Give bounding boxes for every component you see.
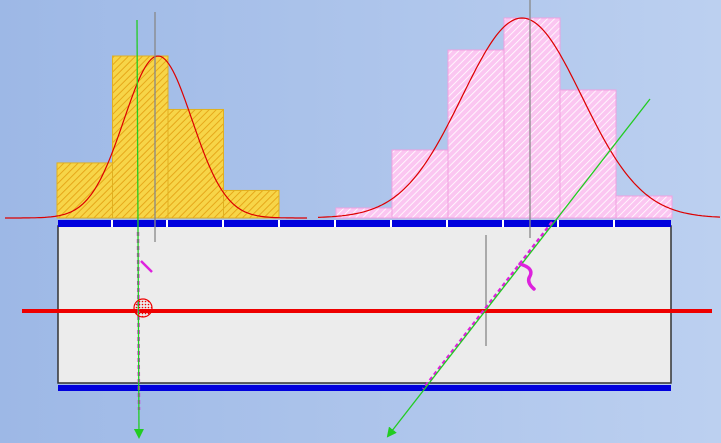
glass-plate bbox=[57, 225, 672, 384]
refracted-path-right bbox=[422, 221, 553, 390]
histogram-right-bar-4 bbox=[503, 17, 561, 219]
angle-tick-left bbox=[140, 260, 153, 273]
distribution-curve-left bbox=[5, 55, 307, 219]
histogram-left-bar-1 bbox=[56, 162, 113, 219]
intersection-marker-left bbox=[133, 298, 153, 318]
histogram-right-bar-2 bbox=[391, 149, 449, 219]
histogram-right-bar-3 bbox=[447, 49, 505, 219]
bottom-rail bbox=[58, 385, 671, 391]
green-ray-right bbox=[386, 98, 651, 438]
angle-arc-right bbox=[518, 262, 536, 291]
green-ray-left bbox=[133, 19, 144, 439]
histogram-left-bar-3 bbox=[167, 108, 224, 219]
distribution-curve-right bbox=[317, 17, 721, 218]
histogram-left bbox=[56, 55, 280, 219]
histogram-right-bar-1 bbox=[335, 207, 393, 219]
histogram-right-bar-6 bbox=[615, 195, 673, 219]
top-rail bbox=[58, 220, 671, 227]
histogram-right bbox=[335, 17, 673, 219]
histogram-left-bar-2 bbox=[112, 55, 169, 219]
